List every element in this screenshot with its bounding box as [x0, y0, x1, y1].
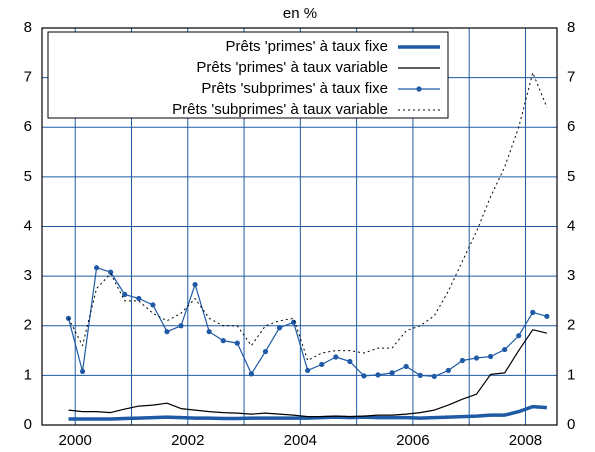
- point: [544, 313, 550, 319]
- y2-tick-label: 5: [567, 168, 575, 185]
- x-tick-label: 2006: [396, 432, 429, 449]
- y-tick-label: 4: [24, 217, 32, 234]
- point: [276, 325, 283, 331]
- x-tick-label: 2002: [171, 432, 204, 449]
- point: [333, 354, 339, 360]
- y-tick-label: 8: [24, 19, 32, 36]
- y-tick-label: 2: [24, 317, 32, 334]
- point: [305, 367, 311, 374]
- y2-tick-label: 7: [567, 69, 575, 86]
- y-tick-label: 0: [24, 416, 32, 433]
- x-tick-label: 2004: [284, 432, 317, 449]
- y2-tick-label: 6: [567, 118, 575, 135]
- legend-box: [47, 31, 449, 119]
- y2-tick-label: 2: [567, 317, 575, 334]
- y2-tick-label: 4: [567, 217, 575, 234]
- point: [361, 373, 367, 379]
- point: [220, 338, 226, 344]
- y-tick-label: 6: [24, 118, 32, 135]
- legend-label: Prêts 'primes' à taux variable: [196, 59, 388, 76]
- point: [473, 355, 480, 361]
- x-tick-label: 2000: [59, 432, 92, 449]
- y-tick-label: 7: [24, 69, 32, 86]
- point: [122, 291, 128, 298]
- point: [389, 370, 395, 376]
- point: [319, 361, 325, 368]
- point: [347, 358, 353, 365]
- legend-label: Prêts 'subprimes' à taux variable: [172, 101, 388, 118]
- point: [487, 353, 494, 360]
- point: [516, 333, 522, 339]
- y2-tick-label: 3: [567, 267, 575, 284]
- point: [502, 346, 508, 353]
- point: [150, 302, 156, 308]
- point: [93, 265, 100, 271]
- y-tick-label: 1: [24, 366, 32, 383]
- plot-frame: [41, 27, 558, 426]
- series-line: [68, 404, 548, 421]
- x-tick-label: 2008: [509, 432, 542, 449]
- point: [262, 348, 269, 355]
- point: [290, 319, 297, 325]
- point: [164, 329, 170, 335]
- y2-tick-label: 8: [567, 19, 575, 36]
- legend-marker: [416, 86, 422, 92]
- point: [206, 329, 212, 335]
- legend-label: Prêts 'primes' à taux fixe: [226, 38, 388, 55]
- point: [459, 357, 466, 364]
- point: [79, 368, 86, 375]
- point: [65, 315, 72, 321]
- point: [445, 367, 451, 374]
- chart-title: en %: [283, 5, 317, 22]
- point: [178, 323, 184, 329]
- y2-tick-label: 0: [567, 416, 575, 433]
- point: [108, 269, 114, 275]
- series-line: [68, 329, 548, 418]
- series-line: [68, 72, 548, 361]
- point: [234, 340, 240, 346]
- point: [136, 295, 142, 302]
- point: [248, 371, 254, 377]
- point: [403, 363, 409, 370]
- legend-label: Prêts 'subprimes' à taux fixe: [201, 80, 388, 97]
- point: [192, 281, 198, 288]
- y2-tick-label: 1: [567, 366, 575, 383]
- point: [375, 372, 381, 378]
- y-tick-label: 5: [24, 168, 32, 185]
- point: [431, 373, 437, 379]
- y-tick-label: 3: [24, 267, 32, 284]
- point: [530, 309, 536, 315]
- point: [417, 372, 423, 378]
